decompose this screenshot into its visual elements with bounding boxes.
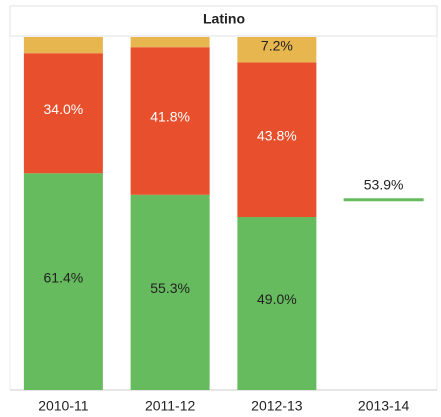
x-tick-label: 2013-14 bbox=[358, 398, 410, 414]
bar-segment bbox=[237, 62, 317, 218]
bar-segment bbox=[23, 53, 103, 174]
bar-segment bbox=[237, 217, 317, 390]
bar-segment bbox=[130, 37, 210, 48]
chart-title: Latino bbox=[203, 11, 245, 27]
data-label: 41.8% bbox=[150, 109, 190, 125]
bar-segment bbox=[130, 47, 210, 195]
data-label: 55.3% bbox=[150, 280, 190, 296]
bar-segment bbox=[130, 194, 210, 390]
bar-segment bbox=[237, 37, 317, 63]
bar-segment bbox=[23, 173, 103, 390]
header-box bbox=[9, 5, 438, 37]
data-label: 43.8% bbox=[257, 127, 297, 143]
x-tick-label: 2011-12 bbox=[145, 398, 196, 414]
data-label: 53.9% bbox=[364, 176, 404, 192]
data-label: 34.0% bbox=[44, 101, 84, 117]
data-label: 61.4% bbox=[44, 269, 84, 285]
bar-segment bbox=[23, 37, 103, 54]
x-tick-label: 2010-11 bbox=[38, 398, 89, 414]
x-tick-label: 2012-13 bbox=[251, 398, 303, 414]
data-label: 7.2% bbox=[261, 37, 293, 53]
data-label: 49.0% bbox=[257, 291, 297, 307]
